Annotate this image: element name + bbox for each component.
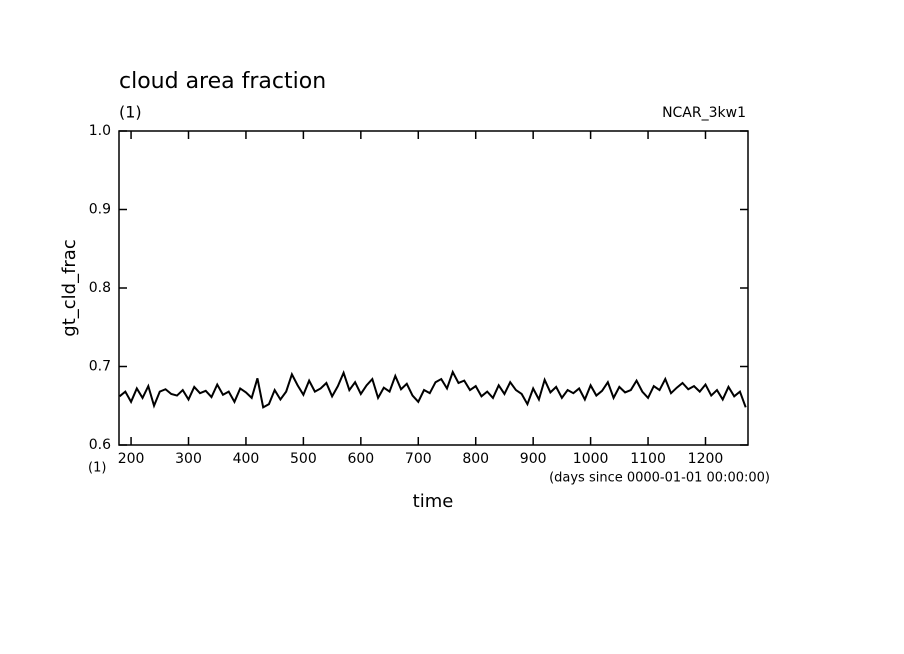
- x-tick-label: 800: [462, 451, 489, 467]
- x-tick-label: 200: [118, 451, 145, 467]
- x-tick-label: 500: [290, 451, 317, 467]
- x-tick-label: 1000: [573, 451, 609, 467]
- x-tick-label: 1100: [630, 451, 666, 467]
- x-tick-label: 600: [347, 451, 374, 467]
- annotation: NCAR_3kw1: [662, 105, 746, 121]
- x-tick-label: 700: [405, 451, 432, 467]
- x-tick-label: 400: [233, 451, 260, 467]
- x-tick-label: 300: [175, 451, 202, 467]
- x-axis-label: time: [413, 491, 454, 512]
- x-tick-label: 900: [520, 451, 547, 467]
- y-tick-label: 0.9: [89, 202, 111, 218]
- subtitle: (1): [119, 103, 142, 122]
- x-unit: (days since 0000-01-01 00:00:00): [549, 471, 770, 486]
- y-tick-label: 1.0: [89, 123, 111, 139]
- y-tick-label: 0.6: [89, 437, 111, 453]
- y-axis-label: gt_cld_frac: [59, 239, 80, 336]
- chart-title: cloud area fraction: [119, 69, 326, 94]
- plot-frame: [118, 130, 749, 446]
- x-unit-left: (1): [88, 461, 106, 476]
- x-tick-label: 1200: [688, 451, 724, 467]
- y-tick-label: 0.7: [89, 359, 111, 375]
- y-tick-label: 0.8: [89, 280, 111, 296]
- data-line: [118, 369, 747, 409]
